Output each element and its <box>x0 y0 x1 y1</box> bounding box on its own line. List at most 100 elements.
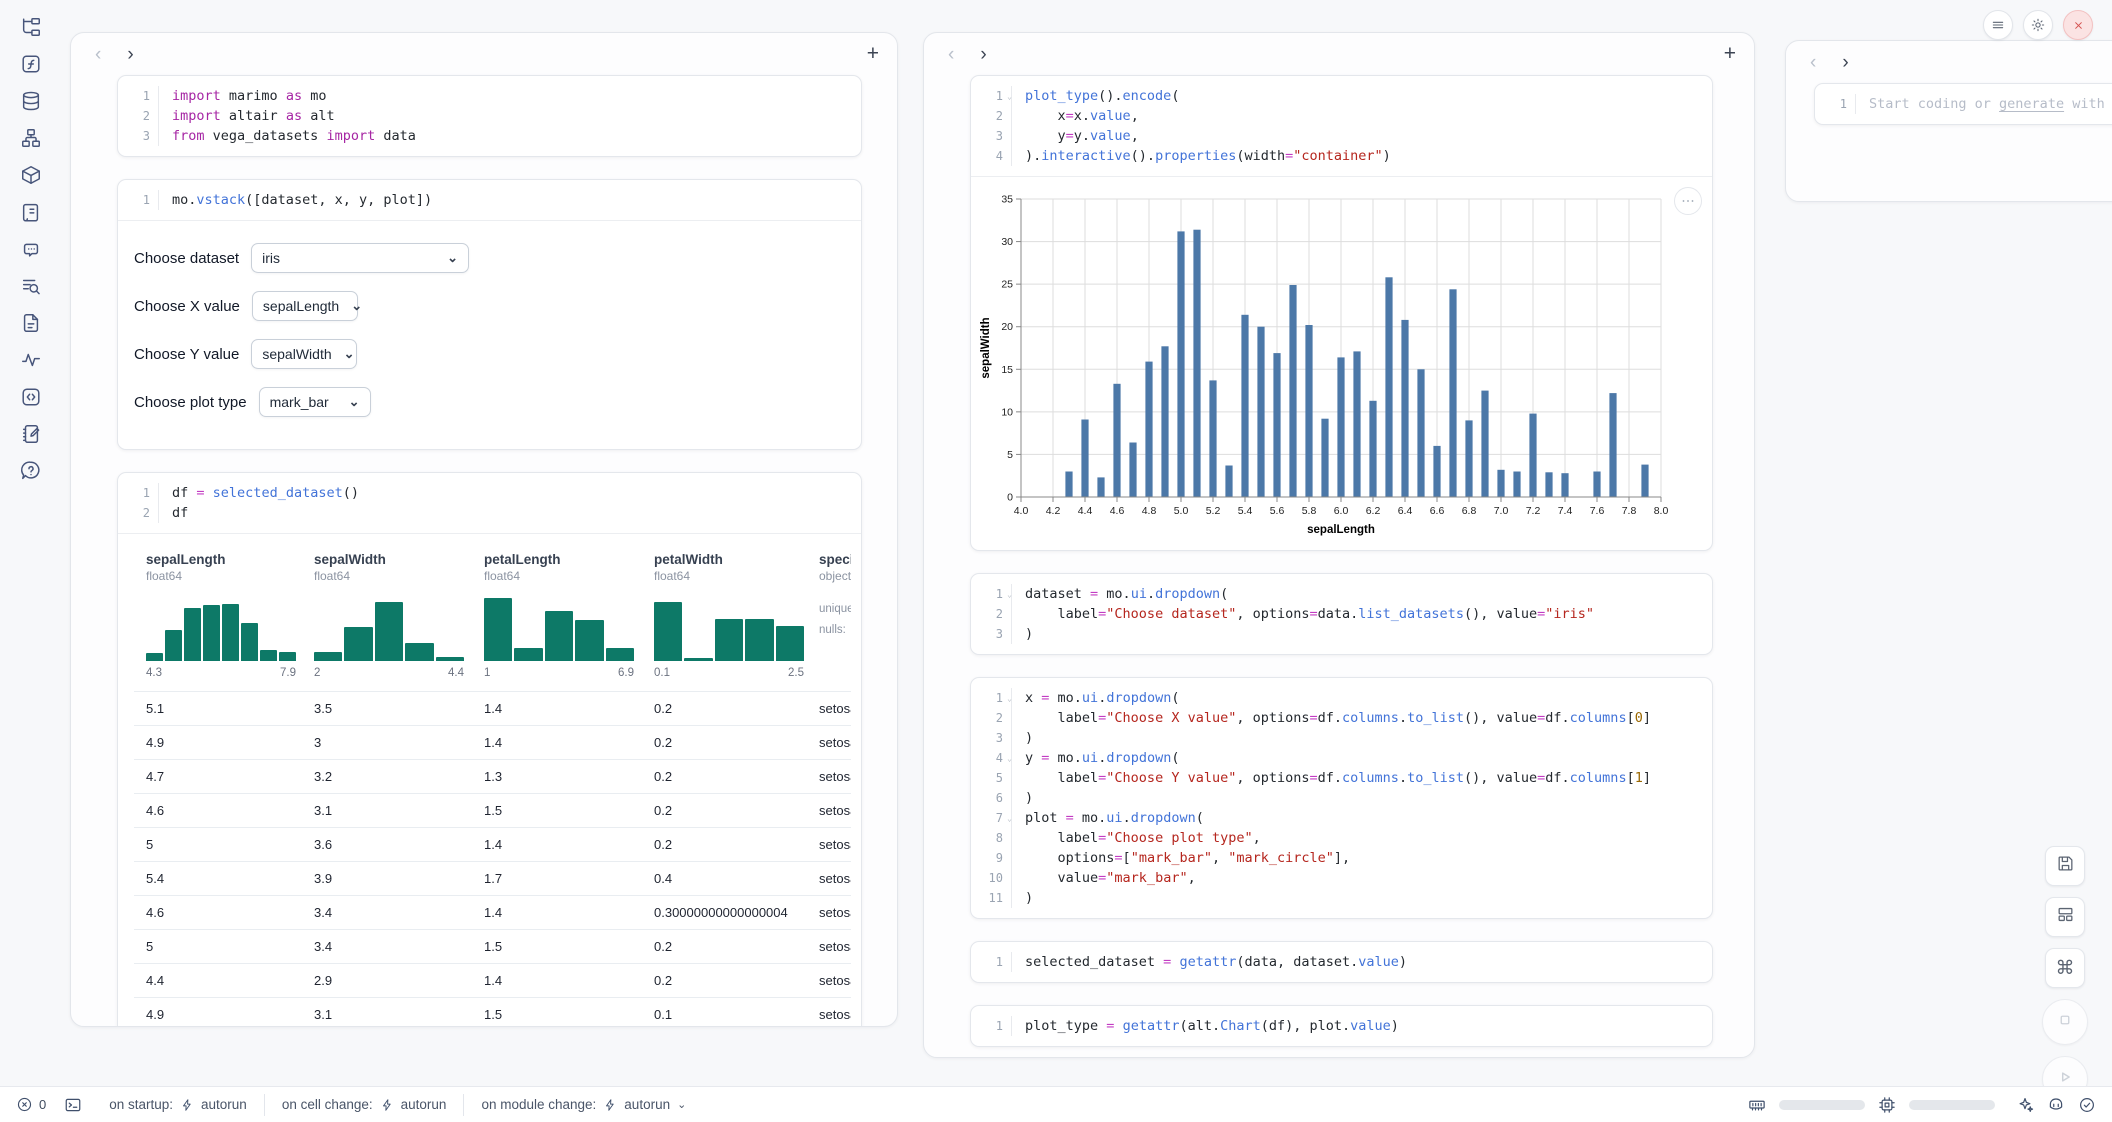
chart-actions-icon[interactable] <box>1674 187 1702 215</box>
save-notebook-button[interactable] <box>2045 846 2085 886</box>
code-line[interactable]: 1 df = selected_dataset() <box>118 483 847 503</box>
code-line[interactable]: 2 import altair as alt <box>118 106 847 126</box>
runtime-setting-on-module-change[interactable]: on module change: autorun ⌄ <box>463 1093 703 1116</box>
code-line[interactable]: 10 value="mark_bar", <box>971 868 1698 888</box>
code-line[interactable]: 2 label="Choose dataset", options=data.l… <box>971 604 1698 624</box>
connection-status-icon[interactable] <box>2078 1096 2096 1114</box>
column-header-petalLength[interactable]: petalLength float64 1 6.9 <box>472 548 642 692</box>
cell-xy-plot-dropdowns[interactable]: 1 ⌄ x = mo.ui.dropdown(2 label="Choose X v… <box>970 677 1713 919</box>
table-row[interactable]: 4.931.40.2setosa <box>134 725 851 760</box>
column-header-petalWidth[interactable]: petalWidth float64 0.1 2.5 <box>642 548 807 692</box>
table-row[interactable]: 4.73.21.30.2setosa <box>134 759 851 794</box>
cell-dataset-dropdown[interactable]: 1 ⌄ dataset = mo.ui.dropdown(2 label="Choo… <box>970 573 1713 655</box>
code-line[interactable]: 3 from vega_datasets import data <box>118 126 847 146</box>
script-icon[interactable] <box>20 201 42 223</box>
code-line[interactable]: 3) <box>971 728 1698 748</box>
cell-selected-dataset[interactable]: 1 selected_dataset = getattr(data, datase… <box>970 941 1713 983</box>
dropdown-choose-dataset[interactable]: iris ⌄ <box>251 243 470 273</box>
column-header-sepalWidth[interactable]: sepalWidth float64 2 4.4 <box>302 548 472 692</box>
add-cell-button[interactable]: + <box>1723 42 1736 65</box>
code-line[interactable]: 2 df <box>118 503 847 523</box>
fold-chevron-icon[interactable]: ⌄ <box>1007 694 1012 703</box>
database-icon[interactable] <box>20 90 42 112</box>
notebook-pen-icon[interactable] <box>20 423 42 445</box>
generate-link[interactable]: generate <box>1999 96 2065 112</box>
code-line[interactable]: 1 ⌄ dataset = mo.ui.dropdown( <box>971 584 1698 604</box>
ai-placeholder[interactable]: Start coding or generate with AI <box>1855 94 2112 114</box>
help-circle-icon[interactable] <box>20 460 42 482</box>
column-prev-icon[interactable]: ‹ <box>95 43 102 65</box>
fold-chevron-icon[interactable]: ⌄ <box>1007 754 1012 763</box>
fold-chevron-icon[interactable]: ⌄ <box>1007 814 1012 823</box>
dataframe-viewport[interactable]: sepalLength float64 4.3 7.9 sepalWidth float6… <box>134 548 851 1026</box>
package-icon[interactable] <box>20 164 42 186</box>
dependency-graph-icon[interactable] <box>20 127 42 149</box>
column-next-icon[interactable]: › <box>127 43 134 65</box>
function-square-icon[interactable] <box>20 53 42 75</box>
document-icon[interactable] <box>20 312 42 334</box>
dropdown-choose-y-value[interactable]: sepalWidth ⌄ <box>251 339 358 369</box>
table-row[interactable]: 5.43.91.70.4setosa <box>134 861 851 896</box>
column-header-species[interactable]: species object unique:nulls: <box>807 548 851 692</box>
fold-chevron-icon[interactable]: ⌄ <box>1007 92 1012 101</box>
code-line[interactable]: 8 label="Choose plot type", <box>971 828 1698 848</box>
table-row[interactable]: 4.42.91.40.2setosa <box>134 963 851 998</box>
code-line[interactable]: 1 plot_type = getattr(alt.Chart(df), plot… <box>971 1016 1698 1036</box>
menu-icon[interactable] <box>1983 10 2013 40</box>
settings-gear-icon[interactable] <box>2023 10 2053 40</box>
table-row[interactable]: 5.13.51.40.2setosa <box>134 691 851 726</box>
cell-imports[interactable]: 1 import marimo as mo 2 import altair as al… <box>117 75 862 157</box>
layout-button[interactable] <box>2045 897 2085 937</box>
close-icon[interactable] <box>2063 10 2093 40</box>
code-line[interactable]: 1 ⌄ plot_type().encode( <box>971 86 1698 106</box>
column-next-icon[interactable]: › <box>980 43 987 65</box>
cell-plot-type[interactable]: 1 plot_type = getattr(alt.Chart(df), plot… <box>970 1005 1713 1047</box>
code-snippet-icon[interactable] <box>20 386 42 408</box>
copilot-icon[interactable] <box>2047 1096 2065 1114</box>
code-line[interactable]: 1 ⌄ x = mo.ui.dropdown( <box>971 688 1698 708</box>
table-row[interactable]: 53.61.40.2setosa <box>134 827 851 862</box>
cell-vstack[interactable]: 1 mo.vstack([dataset, x, y, plot]) Choose … <box>117 179 862 450</box>
keyboard-shortcuts-button[interactable]: ⌘ <box>2045 948 2085 988</box>
stop-button[interactable] <box>2042 999 2088 1045</box>
code-line[interactable]: 4).interactive().properties(width="conta… <box>971 146 1698 166</box>
fold-chevron-icon[interactable]: ⌄ <box>1007 590 1012 599</box>
code-line[interactable]: 3 y=y.value, <box>971 126 1698 146</box>
activity-icon[interactable] <box>20 349 42 371</box>
file-tree-icon[interactable] <box>20 16 42 38</box>
runtime-setting-on-cell-change[interactable]: on cell change: autorun <box>263 1093 464 1116</box>
code-line[interactable]: 4 ⌄ y = mo.ui.dropdown( <box>971 748 1698 768</box>
cell-dataframe[interactable]: 1 df = selected_dataset() 2 df sepalLength fl… <box>117 472 862 1026</box>
terminal-icon[interactable] <box>64 1096 82 1114</box>
chat-bot-icon[interactable] <box>20 238 42 260</box>
code-line[interactable]: 3) <box>971 624 1698 644</box>
code-line[interactable]: 1 mo.vstack([dataset, x, y, plot]) <box>118 190 847 210</box>
table-row[interactable]: 4.63.41.40.30000000000000004setosa <box>134 895 851 930</box>
code-line[interactable]: 5 label="Choose Y value", options=df.col… <box>971 768 1698 788</box>
code-line[interactable]: 1 import marimo as mo <box>118 86 847 106</box>
column-header-sepalLength[interactable]: sepalLength float64 4.3 7.9 <box>134 548 302 692</box>
dropdown-choose-x-value[interactable]: sepalLength ⌄ <box>251 291 362 321</box>
code-line[interactable]: 2 label="Choose X value", options=df.col… <box>971 708 1698 728</box>
dropdown-choose-plot-type[interactable]: mark_bar ⌄ <box>258 387 371 417</box>
column-next-icon[interactable]: › <box>1842 51 1849 73</box>
column-prev-icon[interactable]: ‹ <box>948 43 955 65</box>
errors-icon[interactable] <box>16 1096 33 1113</box>
cell-plot-expression[interactable]: 1 ⌄ plot_type().encode(2 x=x.value, 3 y=y.v… <box>970 75 1713 551</box>
ai-sparkles-icon[interactable] <box>2016 1096 2034 1114</box>
code-line[interactable]: 9 options=["mark_bar", "mark_circle"], <box>971 848 1698 868</box>
code-line[interactable]: 7 ⌄ plot = mo.ui.dropdown( <box>971 808 1698 828</box>
table-row[interactable]: 4.93.11.50.1setosa <box>134 997 851 1026</box>
bar-chart[interactable]: 4.0 4.2 4.4 4.6 4.8 5.0 5.2 5.4 5.6 5.8 6.0 6.2 6.4 6… <box>977 187 1706 544</box>
column-prev-icon[interactable]: ‹ <box>1810 51 1817 73</box>
list-search-icon[interactable] <box>20 275 42 297</box>
code-line[interactable]: 6) <box>971 788 1698 808</box>
table-row[interactable]: 4.63.11.50.2setosa <box>134 793 851 828</box>
code-line[interactable]: 2 x=x.value, <box>971 106 1698 126</box>
runtime-setting-on-startup[interactable]: on startup: autorun <box>92 1094 264 1116</box>
code-line[interactable]: 1 selected_dataset = getattr(data, datase… <box>971 952 1698 972</box>
empty-ai-cell[interactable]: 1 Start coding or generate with AI <box>1814 83 2112 125</box>
add-cell-button[interactable]: + <box>866 42 879 65</box>
table-row[interactable]: 53.41.50.2setosa <box>134 929 851 964</box>
code-line[interactable]: 11) <box>971 888 1698 908</box>
